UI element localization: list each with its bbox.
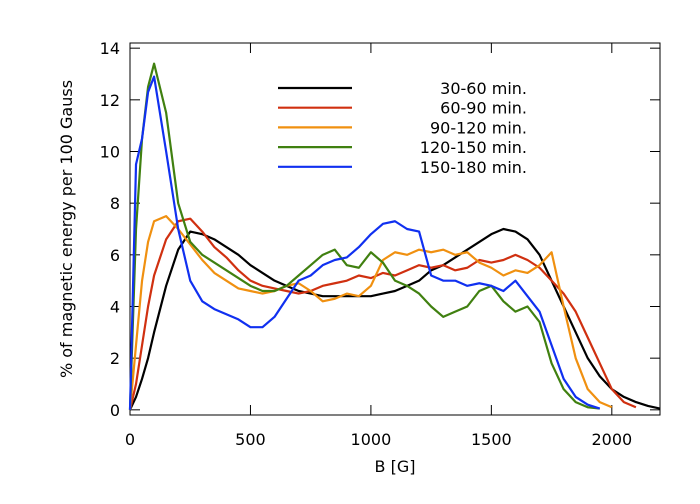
y-tick-label: 4 (110, 298, 120, 317)
y-axis-label: % of magnetic energy per 100 Gauss (57, 80, 76, 378)
y-tick-label: 8 (110, 194, 120, 213)
y-tick-label: 10 (100, 143, 120, 162)
legend-label: 120-150 min. (420, 138, 527, 157)
series-line (129, 227, 661, 411)
y-tick-label: 12 (100, 91, 120, 110)
legend-label: 60-90 min. (440, 99, 527, 118)
x-axis-label: B [G] (375, 457, 416, 476)
y-tick-label: 2 (110, 349, 120, 368)
x-tick-label: 500 (235, 430, 266, 449)
plot-frame (129, 42, 661, 416)
y-tick-label: 0 (110, 401, 120, 420)
x-tick-label: 1000 (351, 430, 392, 449)
series-line (128, 214, 613, 410)
x-tick-label: 2000 (591, 430, 632, 449)
legend-label: 30-60 min. (440, 79, 527, 98)
series-line (128, 217, 637, 411)
x-tick-label: 1500 (471, 430, 512, 449)
series-line (128, 62, 600, 410)
legend-label: 90-120 min. (430, 118, 527, 137)
legend-label: 150-180 min. (420, 158, 527, 177)
x-tick-label: 0 (125, 430, 135, 449)
y-tick-label: 6 (110, 246, 120, 265)
y-tick-label: 14 (100, 39, 120, 58)
series-line (128, 75, 601, 410)
